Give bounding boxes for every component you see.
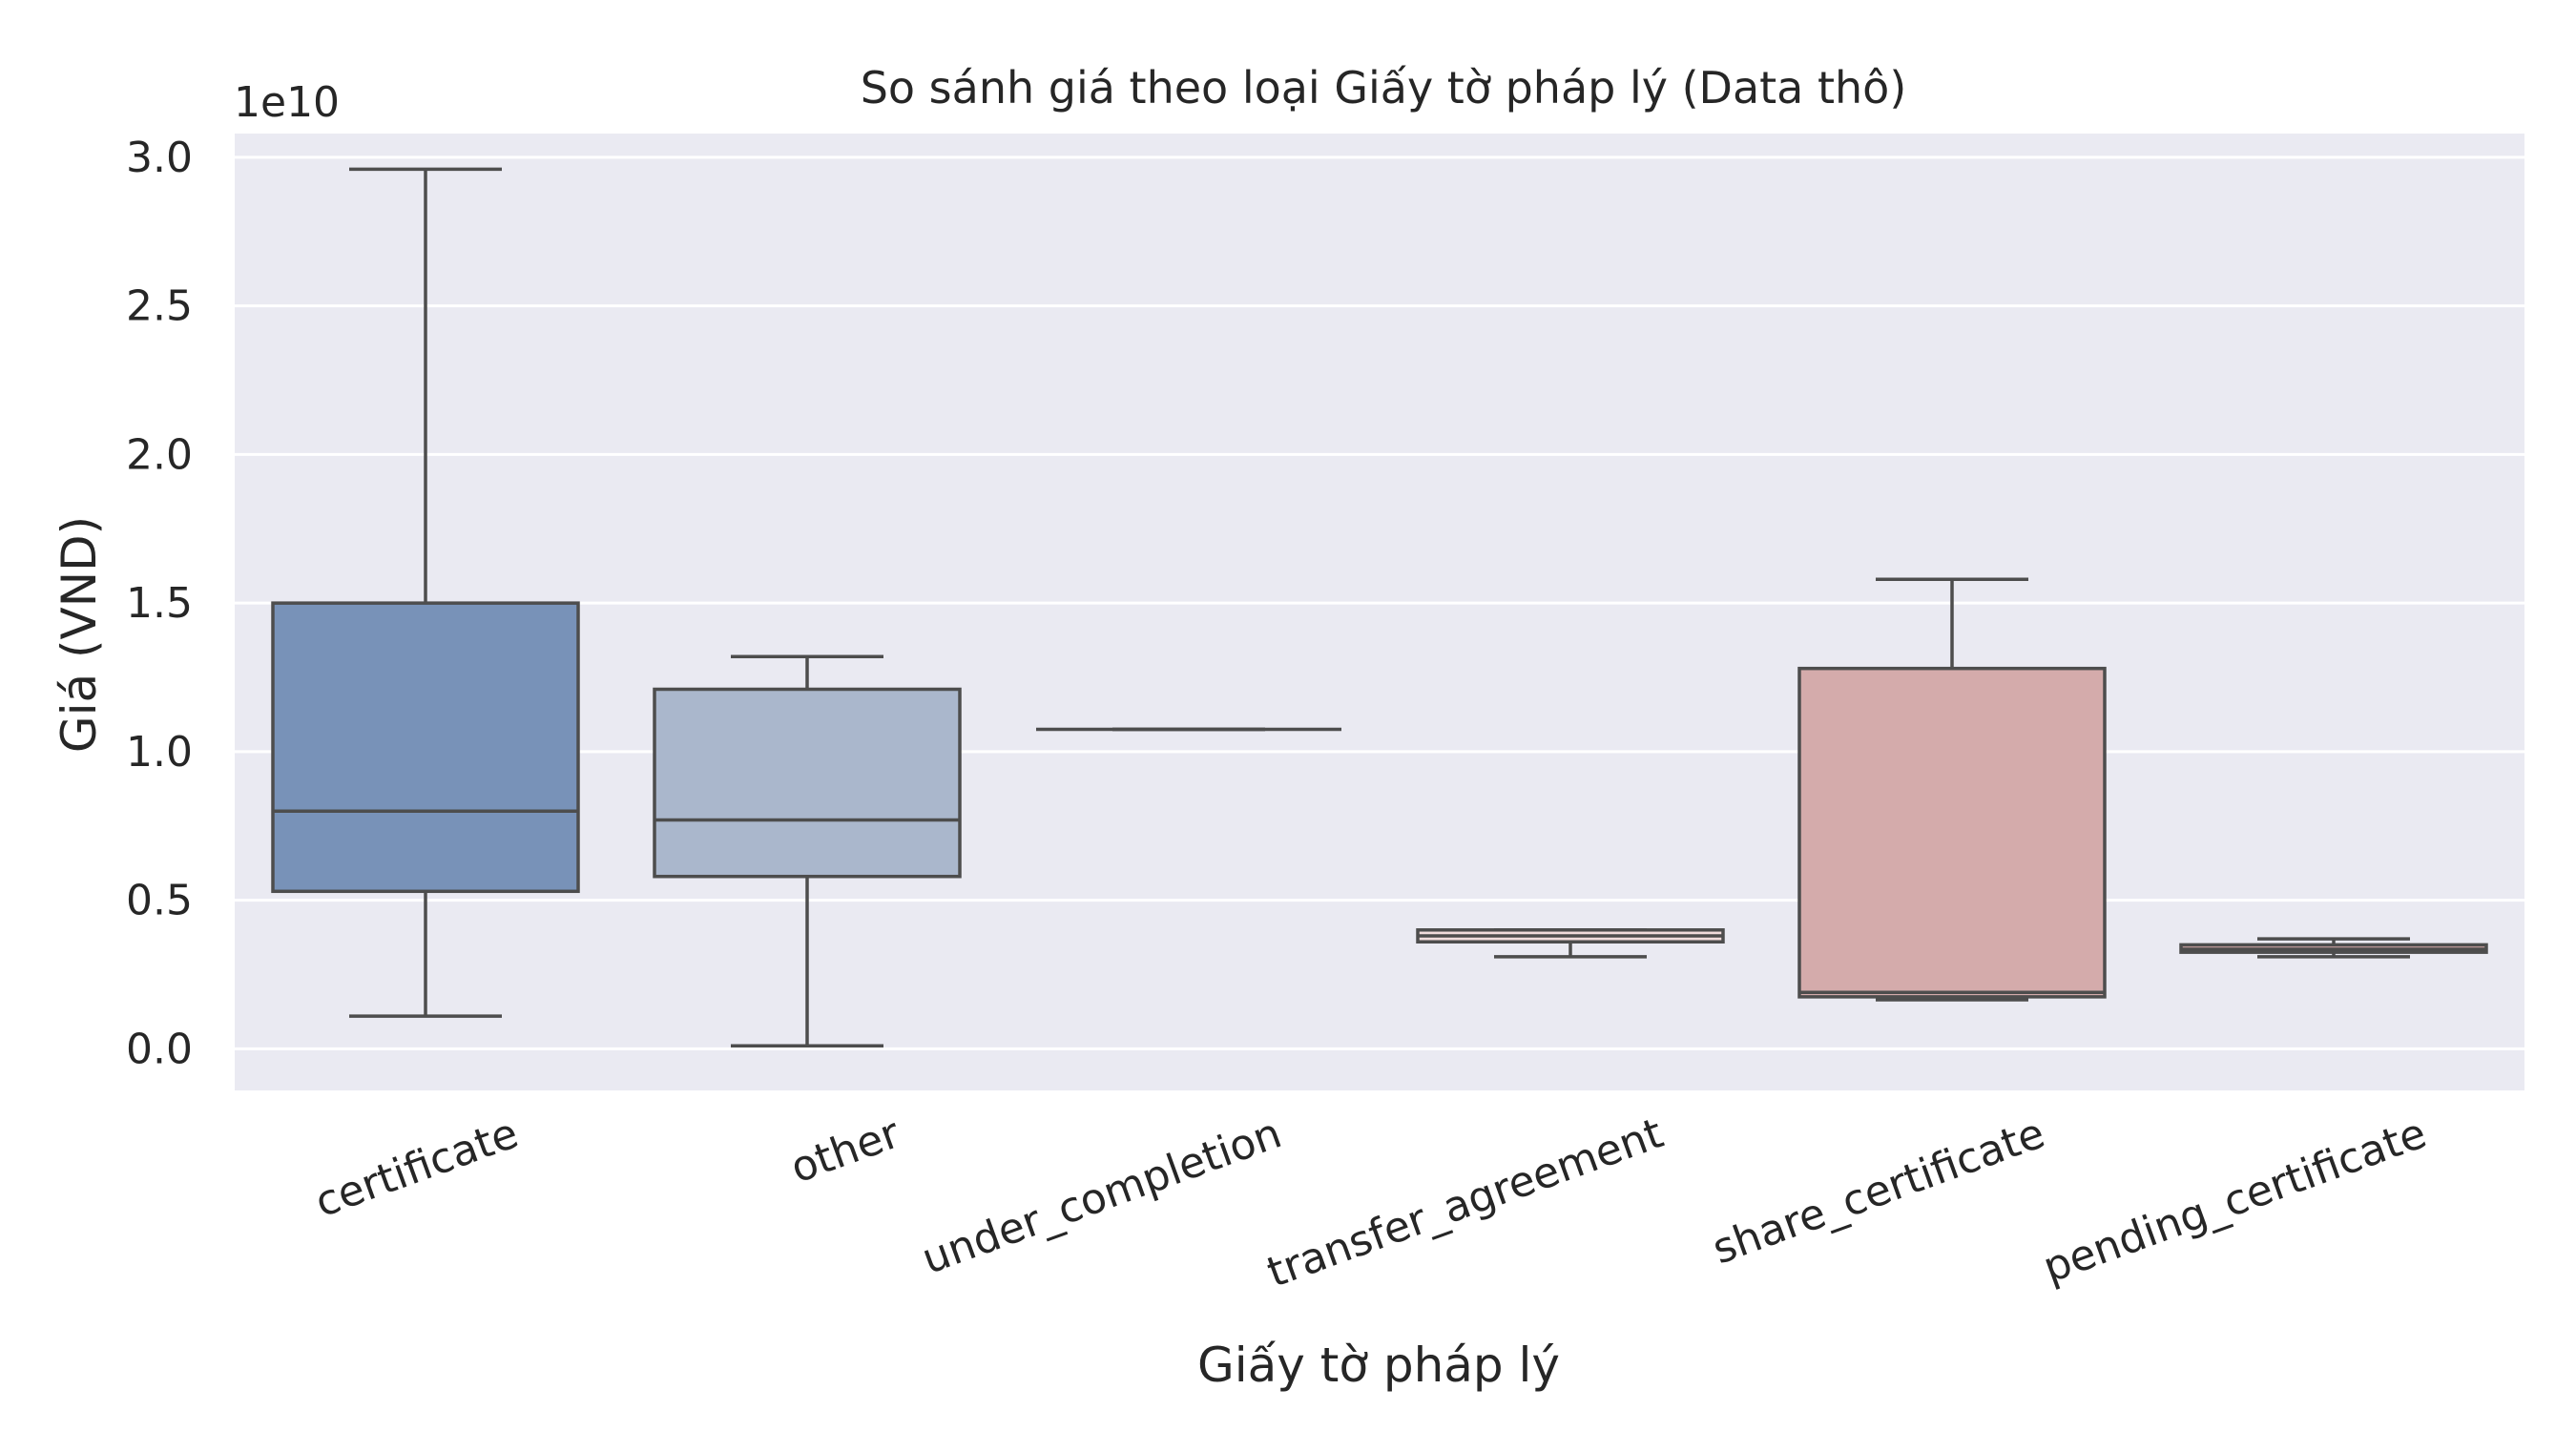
iqr-box xyxy=(653,687,962,879)
y-tick-label: 2.5 xyxy=(126,282,193,331)
y-tick-label: 0.5 xyxy=(126,877,193,925)
plot-area xyxy=(235,134,2524,1090)
grid xyxy=(235,156,2524,1050)
box-pending_certificate xyxy=(2179,937,2488,959)
iqr-box xyxy=(271,601,580,894)
y-axis-label: Giá (VND) xyxy=(52,516,107,753)
y-tick-label: 0.0 xyxy=(126,1025,193,1073)
x-axis-label: Giấy tờ pháp lý xyxy=(1197,1338,1560,1393)
x-tick-label: transfer_agreement xyxy=(1261,1109,1670,1296)
y-tick-label: 1.0 xyxy=(126,728,193,777)
y-ticks: 0.0 0.5 1.0 1.5 2.0 2.5 3.0 xyxy=(126,134,193,1073)
box-share_certificate xyxy=(1797,577,2107,1002)
x-tick-label: under_completion xyxy=(916,1109,1288,1283)
x-tick-label: certificate xyxy=(309,1109,525,1227)
x-ticks: certificate other under_completiontransfer… xyxy=(309,1109,2433,1297)
box-transfer_agreement xyxy=(1416,928,1725,959)
box-other xyxy=(653,654,962,1048)
boxes xyxy=(271,167,2488,1048)
y-tick-label: 3.0 xyxy=(126,134,193,182)
box-certificate xyxy=(271,167,580,1018)
x-tick-label: share_certificate xyxy=(1706,1109,2050,1274)
y-offset-label: 1e10 xyxy=(234,78,340,127)
chart-title: So sánh giá theo loại Giấy tờ pháp lý (D… xyxy=(861,62,1907,114)
iqr-box xyxy=(1797,666,2107,999)
y-tick-label: 1.5 xyxy=(126,579,193,628)
y-tick-label: 2.0 xyxy=(126,430,193,479)
x-tick-label: other xyxy=(784,1109,906,1192)
x-tick-label: pending_certificate xyxy=(2037,1109,2433,1293)
